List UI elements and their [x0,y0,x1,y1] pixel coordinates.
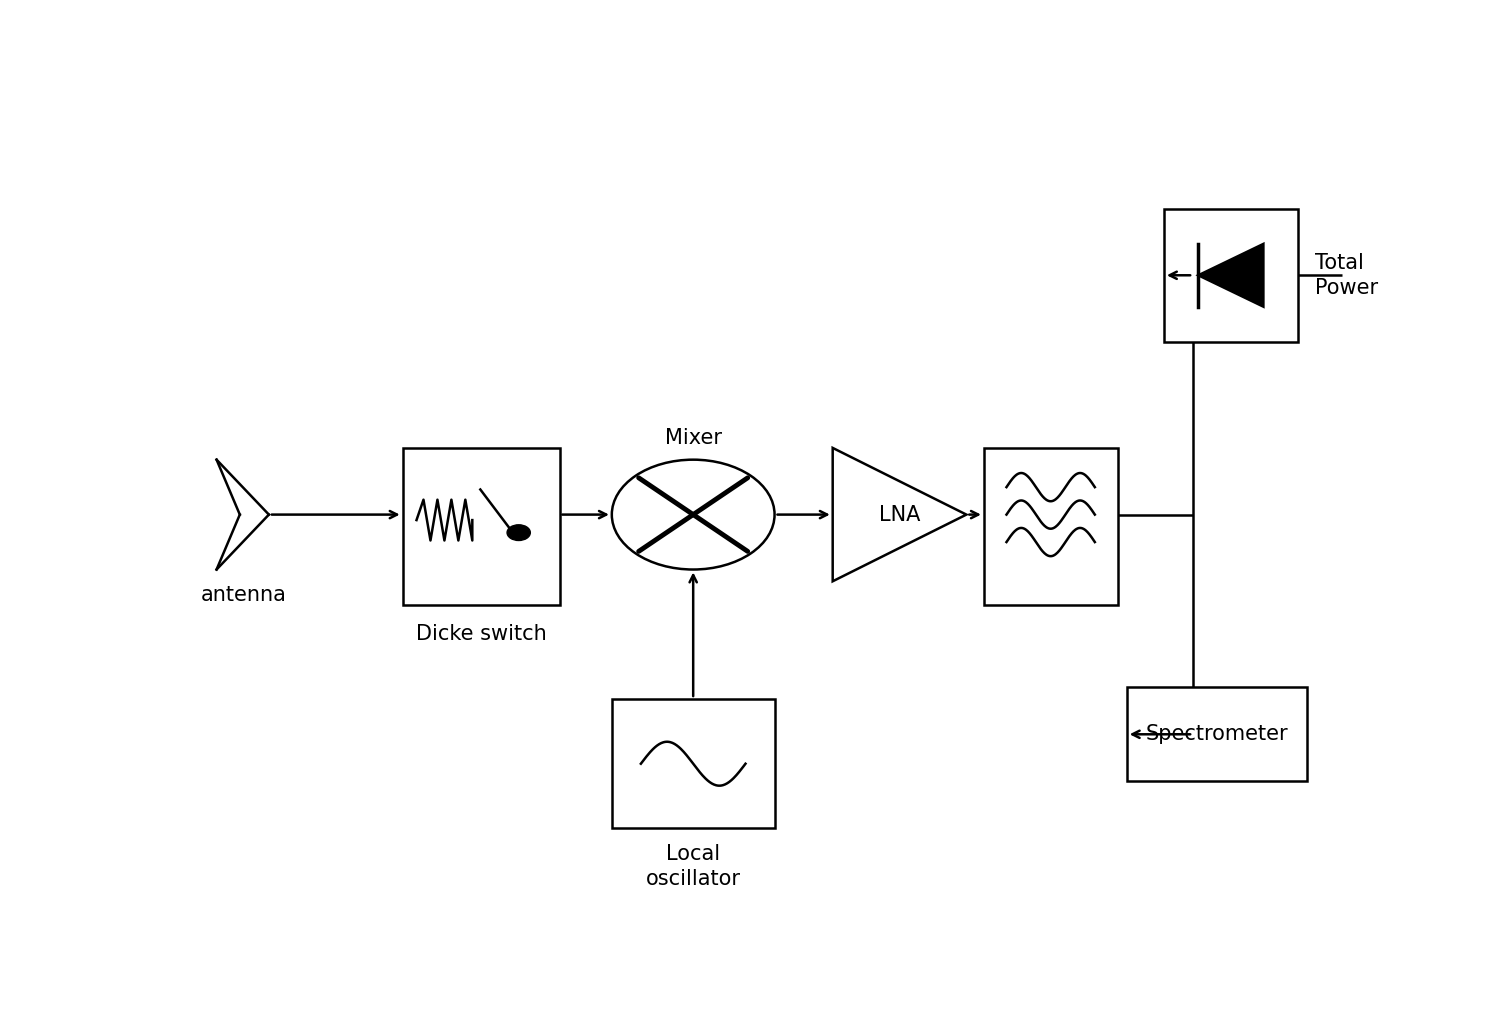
Circle shape [612,460,774,570]
Bar [1126,687,1306,782]
Bar [1164,209,1298,342]
Bar [402,448,560,605]
Text: Spectrometer: Spectrometer [1146,725,1288,744]
Text: Mixer: Mixer [664,428,722,448]
Bar [984,448,1118,605]
Text: antenna: antenna [201,585,286,605]
Text: LNA: LNA [879,504,920,525]
Circle shape [507,525,531,540]
Polygon shape [1198,244,1263,307]
Text: Local
oscillator: Local oscillator [645,844,741,889]
Bar [612,699,774,828]
Text: Dicke switch: Dicke switch [416,625,546,644]
Text: Total
Power: Total Power [1316,253,1378,298]
Polygon shape [833,448,966,581]
